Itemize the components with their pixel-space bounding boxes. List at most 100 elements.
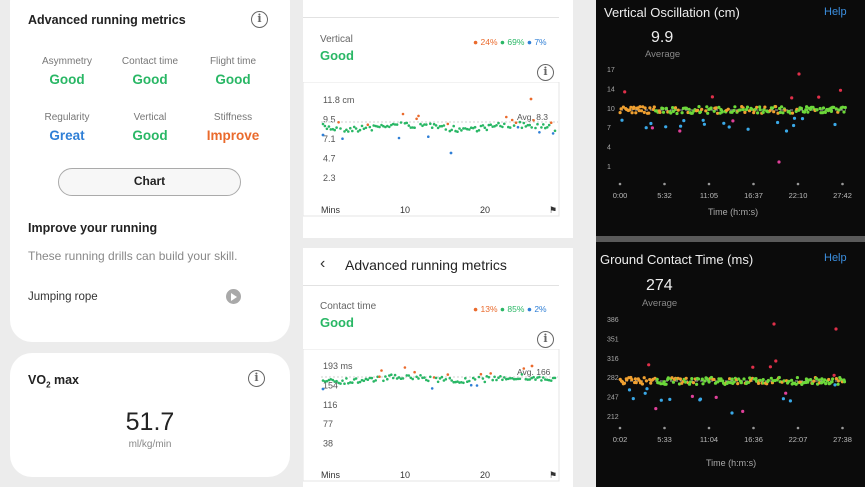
data-point bbox=[671, 106, 675, 110]
data-point bbox=[731, 119, 735, 123]
data-point bbox=[544, 126, 547, 130]
data-point bbox=[736, 382, 740, 386]
data-point bbox=[370, 129, 374, 132]
metric-value: Good bbox=[132, 128, 168, 143]
data-point bbox=[469, 383, 473, 387]
vo-average-value: 9.9 bbox=[651, 29, 674, 46]
data-point bbox=[469, 126, 473, 129]
info-icon[interactable]: i bbox=[251, 11, 268, 28]
contact-chart: 193 ms 154 116 77 38 Mins 10 20 ⚑ Avg. 166 bbox=[303, 349, 560, 482]
data-point bbox=[489, 372, 492, 375]
data-point bbox=[719, 377, 723, 381]
data-point bbox=[438, 125, 442, 128]
data-point bbox=[836, 379, 841, 383]
info-icon[interactable]: i bbox=[537, 331, 554, 348]
data-point bbox=[778, 110, 782, 114]
data-point bbox=[712, 377, 716, 382]
data-point bbox=[364, 126, 368, 130]
data-point bbox=[687, 107, 691, 111]
x-tick-mark bbox=[618, 426, 622, 430]
data-point bbox=[772, 322, 776, 326]
x-tick-label: 22:10 bbox=[789, 191, 808, 200]
data-point bbox=[823, 378, 827, 382]
data-point bbox=[491, 378, 494, 382]
data-point bbox=[518, 120, 522, 124]
data-point bbox=[804, 108, 808, 112]
data-point bbox=[440, 124, 444, 128]
data-point bbox=[434, 124, 438, 127]
data-point bbox=[393, 123, 397, 126]
data-point bbox=[817, 378, 821, 382]
info-icon[interactable]: i bbox=[248, 370, 265, 387]
help-link[interactable]: Help bbox=[824, 252, 847, 264]
x-axis-label: Mins bbox=[321, 470, 341, 480]
data-point bbox=[836, 382, 840, 386]
data-point bbox=[834, 327, 838, 331]
chart-button[interactable]: Chart bbox=[58, 168, 241, 196]
data-point bbox=[366, 378, 370, 381]
y-tick-label: 7 bbox=[607, 125, 611, 132]
data-point bbox=[429, 375, 432, 379]
data-point bbox=[409, 126, 413, 129]
data-point bbox=[758, 105, 762, 109]
improve-title: Improve your running bbox=[28, 221, 158, 235]
chart-frame bbox=[303, 82, 560, 217]
data-point bbox=[368, 125, 372, 129]
data-point bbox=[432, 376, 436, 379]
data-point bbox=[802, 110, 807, 114]
vertical-section: Vertical Good ● 24% ● 69% ● 7% i 11.8 cm… bbox=[303, 0, 573, 238]
data-point bbox=[481, 377, 485, 380]
data-point bbox=[619, 107, 623, 111]
data-point bbox=[621, 105, 625, 109]
data-point bbox=[547, 123, 551, 127]
data-point bbox=[821, 106, 826, 110]
data-point bbox=[690, 377, 694, 381]
data-point bbox=[411, 126, 414, 129]
data-point bbox=[755, 379, 759, 383]
y-tick-label: 351 bbox=[607, 336, 619, 343]
data-point bbox=[413, 126, 416, 129]
data-point bbox=[737, 377, 741, 381]
data-point bbox=[768, 109, 772, 113]
data-point bbox=[473, 125, 477, 129]
data-point bbox=[508, 126, 512, 129]
finish-flag-icon: ⚑ bbox=[549, 205, 557, 215]
data-point bbox=[649, 121, 653, 126]
drill-jumping-rope[interactable]: Jumping rope bbox=[28, 291, 98, 303]
data-point bbox=[450, 128, 453, 132]
detail-charts-panel: Vertical Good ● 24% ● 69% ● 7% i 11.8 cm… bbox=[303, 0, 573, 487]
data-point bbox=[368, 376, 372, 380]
data-point bbox=[421, 124, 424, 128]
data-point bbox=[744, 108, 749, 112]
data-point bbox=[495, 124, 498, 127]
data-point bbox=[717, 105, 721, 109]
data-point bbox=[503, 122, 506, 126]
legend-blue: 2% bbox=[534, 304, 547, 314]
data-point bbox=[675, 111, 679, 116]
data-point bbox=[347, 382, 350, 385]
data-point bbox=[625, 378, 629, 382]
x-tick-mark bbox=[752, 182, 755, 186]
data-point bbox=[549, 121, 553, 124]
metric-value: Good bbox=[49, 72, 85, 87]
x-tick-label: 27:38 bbox=[833, 435, 852, 444]
back-icon[interactable]: ‹ bbox=[320, 255, 326, 272]
data-point bbox=[755, 105, 759, 109]
data-point bbox=[446, 373, 450, 376]
data-point bbox=[323, 124, 327, 128]
data-point bbox=[747, 109, 752, 113]
data-point bbox=[345, 128, 348, 132]
data-point bbox=[661, 110, 666, 114]
data-point bbox=[321, 387, 325, 391]
data-point bbox=[829, 109, 833, 113]
info-icon[interactable]: i bbox=[537, 64, 554, 81]
data-point bbox=[335, 126, 338, 129]
play-icon[interactable] bbox=[226, 289, 241, 304]
data-point bbox=[790, 378, 794, 382]
data-point bbox=[444, 378, 448, 381]
data-point bbox=[505, 377, 508, 381]
data-point bbox=[419, 374, 422, 377]
help-link[interactable]: Help bbox=[824, 6, 847, 18]
vertical-status: Good bbox=[320, 48, 354, 63]
data-point bbox=[529, 97, 533, 101]
